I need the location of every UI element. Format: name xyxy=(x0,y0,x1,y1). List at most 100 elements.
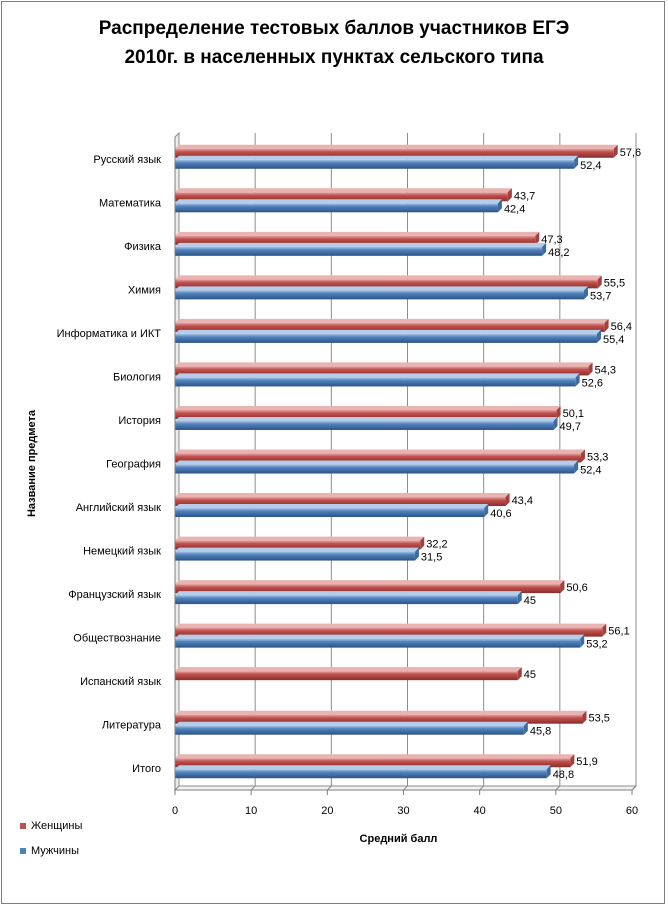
data-label-men: 48,8 xyxy=(553,769,574,781)
gridline-foot xyxy=(403,785,408,791)
bar-men-end xyxy=(553,416,558,430)
bar-women xyxy=(175,235,536,245)
bar-women xyxy=(175,409,557,419)
bar-men-top xyxy=(175,504,489,509)
bar-men xyxy=(175,769,547,779)
bar-men-end xyxy=(574,460,579,474)
bar-men xyxy=(175,203,498,213)
bar-women xyxy=(175,758,571,768)
data-label-women: 50,6 xyxy=(566,582,587,594)
bar-women-end xyxy=(507,188,512,202)
gridline-foot xyxy=(250,785,256,791)
x-tick-label: 0 xyxy=(172,805,178,817)
bar-women xyxy=(175,148,614,158)
category-label: Химия xyxy=(128,284,161,296)
bar-men xyxy=(175,638,581,648)
bar-women-top xyxy=(175,275,602,280)
bar-men-end xyxy=(574,155,579,169)
bar-women xyxy=(175,671,518,681)
category-label: Обществознание xyxy=(73,633,161,645)
data-label-men: 42,4 xyxy=(504,203,525,215)
bar-men-end xyxy=(546,765,551,779)
category-label: Английский язык xyxy=(76,502,161,514)
x-tick-label: 20 xyxy=(321,805,333,817)
category-label: Биология xyxy=(113,371,161,383)
bar-women-top xyxy=(175,362,593,367)
bar-women-end xyxy=(588,362,593,376)
data-label-women: 53,5 xyxy=(588,713,609,725)
x-tick-label: 40 xyxy=(474,805,486,817)
data-label-women: 50,1 xyxy=(563,408,584,420)
category-label: Информатика и ИКТ xyxy=(57,328,162,340)
data-label-men: 49,7 xyxy=(560,421,581,433)
bar-women-end xyxy=(580,449,585,463)
bar-women-top xyxy=(175,231,540,236)
bar-women xyxy=(175,192,508,202)
legend-swatch xyxy=(20,848,26,854)
gridline-foot xyxy=(631,785,637,791)
bar-men-top xyxy=(175,286,589,291)
data-label-women: 53,3 xyxy=(587,452,608,464)
bar-women xyxy=(175,584,561,594)
bar-women-top xyxy=(175,318,609,323)
bar-women-end xyxy=(597,275,602,289)
bar-women-end xyxy=(604,318,609,332)
bar-men-top xyxy=(175,373,580,378)
bar-women-end xyxy=(517,667,522,681)
bar-women-top xyxy=(175,493,510,498)
category-label: Немецкий язык xyxy=(83,546,161,558)
bar-men-top xyxy=(175,460,579,465)
x-axis-title: Средний балл xyxy=(360,833,438,845)
bar-men xyxy=(175,290,585,300)
bar-men-end xyxy=(497,199,502,213)
bar-women xyxy=(175,279,598,289)
bar-women-end xyxy=(602,623,607,637)
bar-men xyxy=(175,420,554,430)
bar-men xyxy=(175,551,415,561)
bar-women-end xyxy=(560,580,565,594)
data-label-men: 31,5 xyxy=(421,552,442,564)
bar-women-top xyxy=(175,188,512,193)
bar-men-end xyxy=(596,329,601,343)
category-label: Итого xyxy=(132,763,161,775)
category-label: Физика xyxy=(124,241,162,253)
bar-men-top xyxy=(175,242,547,247)
bar-men-end xyxy=(584,286,589,300)
bar-men xyxy=(175,464,575,474)
bar-women-top xyxy=(175,667,522,672)
legend-swatch xyxy=(20,823,26,829)
chart-title: Распределение тестовых баллов участников… xyxy=(0,14,668,72)
data-label-women: 47,3 xyxy=(541,234,562,246)
bar-women-end xyxy=(505,493,510,507)
gridline-foot xyxy=(555,785,561,791)
bar-men-top xyxy=(175,721,528,726)
bar-men-end xyxy=(523,721,528,735)
legend-label: Женщины xyxy=(31,820,82,832)
bar-women-top xyxy=(175,449,585,454)
bar-women xyxy=(175,366,589,376)
bar-women-end xyxy=(420,536,425,550)
bar-men xyxy=(175,159,575,169)
bar-women xyxy=(175,714,583,724)
bar-women xyxy=(175,497,506,507)
gridline-foot xyxy=(326,785,332,791)
bar-women xyxy=(175,540,421,550)
bar-men-top xyxy=(175,634,585,639)
bar-men-end xyxy=(575,373,580,387)
gridline-foot xyxy=(479,785,485,791)
bar-men-end xyxy=(517,591,522,605)
bar-women xyxy=(175,453,581,463)
data-label-women: 55,5 xyxy=(604,277,625,289)
data-label-men: 52,4 xyxy=(580,160,601,172)
category-label: Испанский язык xyxy=(80,676,161,688)
data-label-men: 53,7 xyxy=(590,290,611,302)
x-tick-label: 10 xyxy=(245,805,257,817)
bar-men xyxy=(175,377,576,387)
bar-men-end xyxy=(414,547,419,561)
bars: 57,6 52,4 43,742,4 47,348,2 55,553,7 56,455,4… xyxy=(175,144,641,781)
data-label-men: 52,4 xyxy=(580,465,601,477)
bar-women-end xyxy=(570,754,575,768)
y-axis-title: Название предмета xyxy=(26,409,38,517)
data-label-men: 52,6 xyxy=(582,377,603,389)
x-tick-label: 30 xyxy=(397,805,409,817)
